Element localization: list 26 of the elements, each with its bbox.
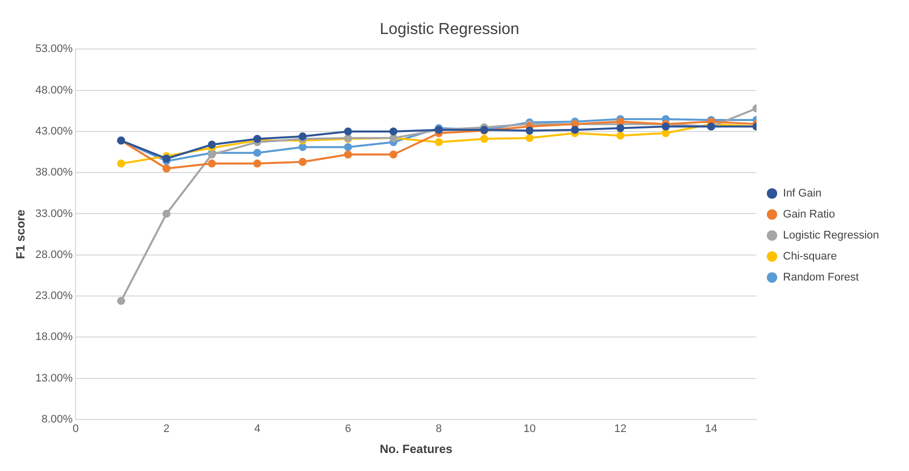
legend-label: Logistic Regression <box>783 230 880 242</box>
x-tick-label: 14 <box>704 423 718 436</box>
y-axis-title: F1 score <box>14 209 28 259</box>
y-tick-label: 33.00% <box>35 208 73 220</box>
y-tick-label: 23.00% <box>35 290 73 302</box>
y-tick-label: 38.00% <box>35 166 73 179</box>
y-tick-label: 43.00% <box>35 126 73 138</box>
y-tick-label: 8.00% <box>42 413 73 426</box>
x-tick-label: 12 <box>614 423 626 436</box>
x-tick-label: 2 <box>163 423 170 436</box>
y-tick-label: 28.00% <box>35 248 73 261</box>
legend-label: Gain Ratio <box>783 208 835 221</box>
legend-label: Chi-square <box>783 250 837 263</box>
x-tick-label: 6 <box>344 423 352 436</box>
y-tick-label: 13.00% <box>35 372 73 384</box>
legend-label: Inf Gain <box>783 188 822 200</box>
x-tick-label: 0 <box>72 423 79 436</box>
x-tick-label: 8 <box>436 423 442 436</box>
x-tick-label: 4 <box>254 423 260 436</box>
legend-label: Random Forest <box>783 272 859 284</box>
y-tick-label: 53.00% <box>35 43 73 56</box>
x-tick-label: 10 <box>523 423 536 436</box>
x-axis-title: No. Features <box>380 442 453 456</box>
y-tick-label: 18.00% <box>35 331 73 344</box>
y-tick-label: 48.00% <box>35 84 73 96</box>
chart-title: Logistic Regression <box>380 21 520 38</box>
